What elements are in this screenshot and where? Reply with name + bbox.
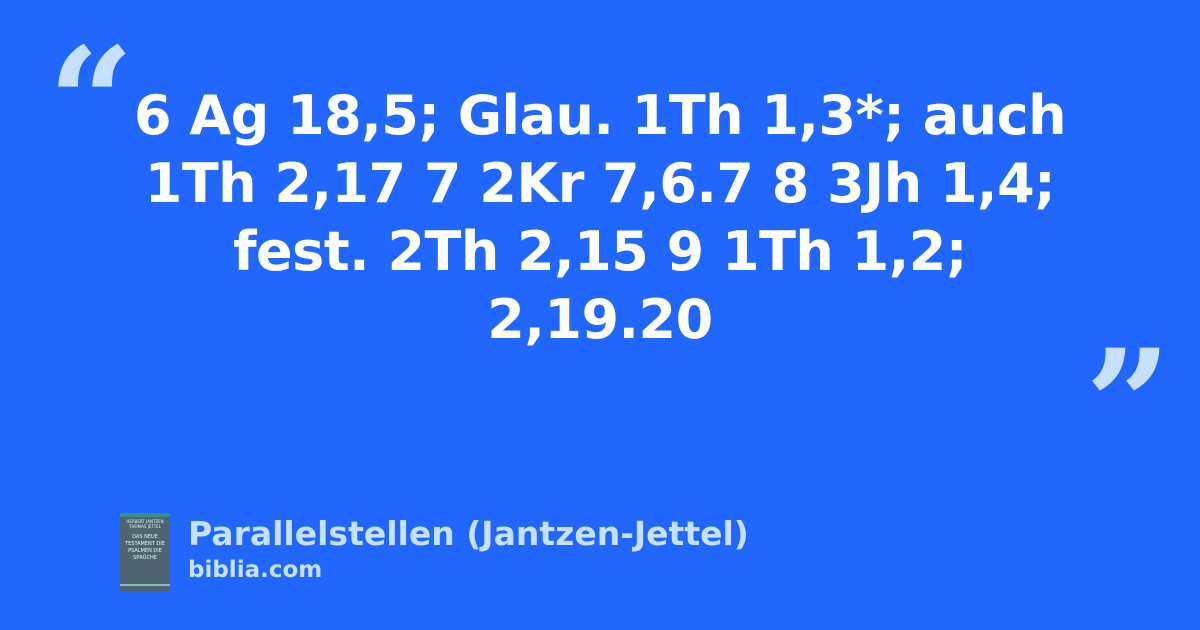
source-site[interactable]: biblia.com bbox=[188, 557, 323, 583]
book-cover-band bbox=[120, 584, 170, 586]
book-cover-authors: HERBERT JANTZEN THOMAS JETTEL bbox=[126, 519, 164, 529]
quote-text: 6 Ag 18,5; Glau. 1Th 1,3*; auch 1Th 2,17… bbox=[133, 84, 1067, 351]
book-cover: HERBERT JANTZEN THOMAS JETTEL DAS NEUE T… bbox=[120, 513, 170, 592]
book-cover-title: DAS NEUE TESTAMENT DIE PSALMEN DIE SPRÜC… bbox=[125, 534, 165, 561]
close-quote-icon: ” bbox=[1085, 317, 1172, 493]
source-info: Parallelstellen (Jantzen-Jettel) biblia.… bbox=[188, 512, 749, 584]
source-title[interactable]: Parallelstellen (Jantzen-Jettel) bbox=[188, 514, 749, 553]
open-quote-icon: “ bbox=[48, 15, 135, 191]
